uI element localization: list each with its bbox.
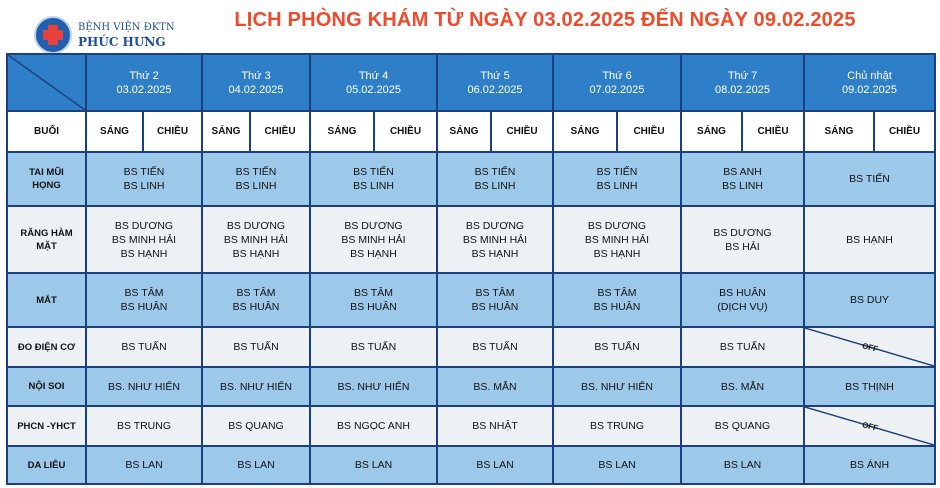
session-afternoon: CHIỀU: [373, 110, 438, 153]
schedule-cell: BS. MẪN: [680, 366, 805, 407]
schedule-cell: BS ÁNH: [803, 445, 936, 485]
session-morning: SÁNG: [552, 110, 618, 153]
schedule-cell: BS HẠNH: [803, 205, 936, 274]
schedule-cell: BS TIẾN BS LINH: [552, 151, 682, 207]
corner-cell: [6, 53, 87, 112]
row-label-ent: TAI MŨI HỌNG: [6, 151, 87, 207]
schedule-cell: BS DƯƠNG BS HẢI: [680, 205, 805, 274]
schedule-cell: BS THỊNH: [803, 366, 936, 407]
hospital-name-line1: BỆNH VIỆN ĐKTN: [78, 22, 175, 33]
session-morning: SÁNG: [309, 110, 375, 153]
row-label-dental: RĂNG HÀM MẶT: [6, 205, 87, 274]
schedule-cell: BS LAN: [85, 445, 203, 485]
session-afternoon: CHIỀU: [249, 110, 311, 153]
session-morning: SÁNG: [436, 110, 492, 153]
row-label-emg: ĐO ĐIỆN CƠ: [6, 326, 87, 368]
schedule-cell: BS DƯƠNG BS MINH HẢI BS HẠNH: [309, 205, 438, 274]
session-afternoon: CHIỀU: [490, 110, 554, 153]
off-cell: OFF: [803, 405, 936, 447]
schedule-cell: BS. NHƯ HIỂN: [201, 366, 311, 407]
schedule-cell: BS LAN: [552, 445, 682, 485]
session-afternoon: CHIỀU: [873, 110, 936, 153]
page-title: LỊCH PHÒNG KHÁM TỪ NGÀY 03.02.2025 ĐẾN N…: [234, 9, 856, 31]
schedule-cell: BS NGỌC ANH: [309, 405, 438, 447]
day-header: Thứ 3 04.02.2025: [201, 53, 311, 112]
session-morning: SÁNG: [680, 110, 743, 153]
schedule-cell: BS TIẾN BS LINH: [436, 151, 554, 207]
session-morning: SÁNG: [85, 110, 144, 153]
schedule-cell: BS LAN: [201, 445, 311, 485]
schedule-cell: BS TÂM BS HUÂN: [85, 272, 203, 328]
schedule-cell: BS DƯƠNG BS MINH HẢI BS HẠNH: [552, 205, 682, 274]
schedule-cell: BS QUANG: [201, 405, 311, 447]
session-afternoon: CHIỀU: [142, 110, 203, 153]
schedule-cell: BS TIẾN BS LINH: [85, 151, 203, 207]
schedule-cell: BS TIẾN: [803, 151, 936, 207]
hospital-logo-icon: [34, 16, 72, 54]
off-cell: OFF: [803, 326, 936, 368]
schedule-cell: BS DƯƠNG BS MINH HẢI BS HẠNH: [436, 205, 554, 274]
schedule-cell: BS. NHƯ HIỂN: [552, 366, 682, 407]
schedule-cell: BS TÂM BS HUÂN: [552, 272, 682, 328]
schedule-cell: BS TIẾN BS LINH: [309, 151, 438, 207]
schedule-cell: BS TÂM BS HUÂN: [201, 272, 311, 328]
schedule-table: Thứ 2 03.02.2025 Thứ 3 04.02.2025 Thứ 4 05.…: [6, 53, 936, 485]
schedule-cell: BS TUẤN: [85, 326, 203, 368]
schedule-cell: BS TÂM BS HUÂN: [436, 272, 554, 328]
day-header: Thứ 6 07.02.2025: [552, 53, 682, 112]
row-label-rehab: PHCN -YHCT: [6, 405, 87, 447]
session-afternoon: CHIỀU: [616, 110, 682, 153]
schedule-cell: BS TIẾN BS LINH: [201, 151, 311, 207]
schedule-cell: BS QUANG: [680, 405, 805, 447]
schedule-cell: BS TUẤN: [309, 326, 438, 368]
schedule-cell: BS. NHƯ HIỂN: [309, 366, 438, 407]
schedule-cell: BS TUẤN: [201, 326, 311, 368]
off-label: OFF: [860, 419, 879, 433]
schedule-cell: BS TUẤN: [552, 326, 682, 368]
day-header: Thứ 2 03.02.2025: [85, 53, 203, 112]
session-morning: SÁNG: [201, 110, 251, 153]
day-header: Thứ 7 08.02.2025: [680, 53, 805, 112]
session-label: BUỔI: [6, 110, 87, 153]
row-label-endoscopy: NỘI SOI: [6, 366, 87, 407]
cross-icon-bar: [43, 30, 63, 40]
schedule-cell: BS NHẬT: [436, 405, 554, 447]
session-afternoon: CHIỀU: [741, 110, 805, 153]
schedule-cell: BS TUẤN: [436, 326, 554, 368]
row-label-eye: MẮT: [6, 272, 87, 328]
session-morning: SÁNG: [803, 110, 875, 153]
schedule-cell: BS LAN: [309, 445, 438, 485]
schedule-cell: BS DUY: [803, 272, 936, 328]
schedule-cell: BS DƯƠNG BS MINH HẢI BS HẠNH: [85, 205, 203, 274]
row-label-dermatology: DA LIỄU: [6, 445, 87, 485]
schedule-cell: BS TUẤN: [680, 326, 805, 368]
schedule-cell: BS HUÂN (DỊCH VỤ): [680, 272, 805, 328]
schedule-cell: BS ANH BS LINH: [680, 151, 805, 207]
schedule-cell: BS TRUNG: [552, 405, 682, 447]
day-header: Thứ 4 05.02.2025: [309, 53, 438, 112]
off-label: OFF: [860, 340, 879, 354]
schedule-cell: BS LAN: [436, 445, 554, 485]
schedule-cell: BS DƯƠNG BS MINH HẢI BS HẠNH: [201, 205, 311, 274]
schedule-cell: BS. NHƯ HIỂN: [85, 366, 203, 407]
page-header: BỆNH VIỆN ĐKTN PHÚC HƯNG LỊCH PHÒNG KHÁM…: [0, 0, 940, 54]
schedule-cell: BS LAN: [680, 445, 805, 485]
day-header: Chủ nhật 09.02.2025: [803, 53, 936, 112]
schedule-cell: BS TRUNG: [85, 405, 203, 447]
schedule-cell: BS TÂM BS HUÂN: [309, 272, 438, 328]
schedule-cell: BS. MẪN: [436, 366, 554, 407]
day-header: Thứ 5 06.02.2025: [436, 53, 554, 112]
hospital-name-line2: PHÚC HƯNG: [78, 35, 166, 49]
